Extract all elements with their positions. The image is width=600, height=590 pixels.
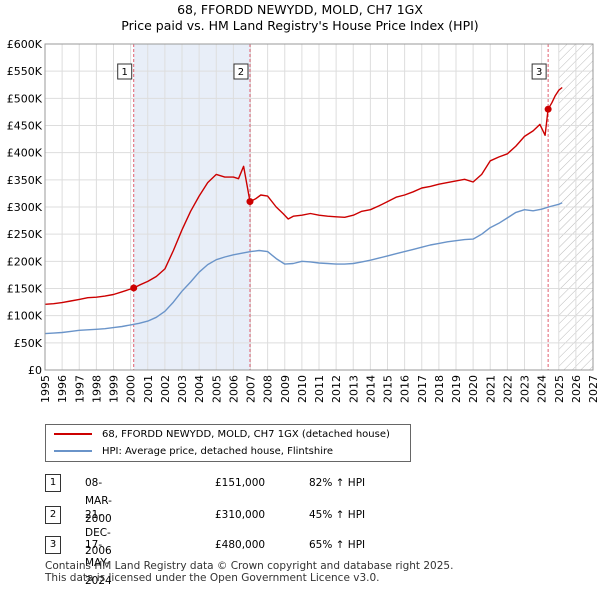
sale-label-box (233, 63, 249, 80)
x-tick-label: 2000 (125, 375, 138, 403)
x-tick-label: 1999 (108, 375, 121, 403)
x-tick-label: 2025 (553, 375, 566, 403)
legend: 68, FFORDD NEWYDD, MOLD, CH7 1GX (detach… (45, 424, 411, 462)
sale-date: 17-MAY-2024 (85, 539, 112, 587)
x-tick-label: 2007 (245, 375, 258, 403)
sale-label-text: 3 (536, 67, 542, 78)
legend-item-property: 68, FFORDD NEWYDD, MOLD, CH7 1GX (detach… (54, 427, 390, 443)
sale-number-badge: 3 (45, 536, 61, 554)
price-chart: 1 2 3 £0 £50K £100K £150K £200K £250K £300K £350K… (7, 38, 600, 403)
sale-point (130, 284, 138, 292)
sale-price: £310,000 (215, 509, 266, 521)
x-tick-label: 2002 (159, 375, 172, 403)
legend-item-hpi: HPI: Average price, detached house, Flin… (54, 444, 333, 460)
x-tick-label: 2026 (570, 375, 583, 403)
x-tick-label: 2012 (330, 375, 343, 403)
sale-point (246, 198, 254, 206)
x-tick-label: 2023 (519, 375, 532, 403)
sale-date: 21-DEC-2006 (85, 509, 112, 557)
x-tick-label: 2001 (142, 375, 155, 403)
x-tick-label: 2024 (536, 375, 549, 403)
hpi-line-swatch (54, 450, 92, 452)
x-tick-label: 1996 (56, 375, 69, 403)
x-tick-label: 2009 (279, 375, 292, 403)
chart-subtitle: Price paid vs. HM Land Registry's House … (121, 18, 479, 33)
x-tick-label: 2003 (176, 375, 189, 403)
x-tick-label: 2027 (587, 375, 600, 403)
x-tick-label: 2015 (382, 375, 395, 403)
legend-property-label: 68, FFORDD NEWYDD, MOLD, CH7 1GX (detach… (102, 429, 390, 440)
y-tick-label: £550K (7, 65, 43, 78)
y-tick-label: £300K (7, 201, 43, 214)
y-tick-label: £150K (7, 283, 43, 296)
footer-licence: This data is licensed under the Open Gov… (45, 572, 380, 584)
x-tick-label: 2011 (313, 375, 326, 403)
property-line-swatch (54, 433, 92, 435)
sale-number-badge: 2 (45, 506, 61, 524)
x-tick-label: 2019 (450, 375, 463, 403)
x-tick-label: 2013 (347, 375, 360, 403)
x-tick-label: 2004 (193, 375, 206, 403)
y-tick-label: £400K (7, 147, 43, 160)
y-tick-label: £450K (7, 120, 43, 133)
legend-hpi-label: HPI: Average price, detached house, Flin… (102, 446, 334, 457)
x-tick-label: 2021 (484, 375, 497, 403)
sale-hpi-change: 45% ↑ HPI (309, 509, 366, 521)
sale-hpi-change: 65% ↑ HPI (309, 539, 366, 551)
x-tick-label: 1998 (90, 375, 103, 403)
x-tick-label: 2016 (399, 375, 412, 403)
y-tick-label: £200K (7, 255, 43, 268)
x-tick-label: 2008 (262, 375, 275, 403)
sale-label-text: 2 (238, 67, 244, 78)
hpi-line (44, 202, 563, 335)
sale-label-box (531, 63, 547, 80)
sale-date: 08-MAR-2000 (85, 477, 112, 525)
sale-hpi-change: 82% ↑ HPI (309, 477, 366, 489)
x-tick-label: 2006 (227, 375, 240, 403)
y-tick-label: £50K (14, 337, 43, 350)
chart-title: 68, FFORDD NEWYDD, MOLD, CH7 1GX (177, 2, 423, 17)
footer-copyright: Contains HM Land Registry data © Crown c… (45, 560, 454, 572)
x-tick-label: 2017 (416, 375, 429, 403)
x-tick-label: 2020 (467, 375, 480, 403)
x-tick-label: 2010 (296, 375, 309, 403)
y-tick-label: £350K (7, 174, 43, 187)
sale-label-text: 1 (122, 67, 128, 78)
y-tick-label: £250K (7, 228, 43, 241)
y-tick-label: £0 (28, 364, 42, 377)
y-tick-label: £500K (7, 92, 43, 105)
sale-label-box (117, 63, 133, 80)
sale-price: £480,000 (215, 539, 266, 551)
x-tick-label: 2014 (364, 375, 377, 403)
sale-point (544, 105, 552, 113)
y-tick-label: £600K (7, 38, 43, 51)
x-tick-label: 2018 (433, 375, 446, 403)
x-tick-label: 1997 (73, 375, 86, 403)
sale-number-badge: 1 (45, 474, 61, 492)
property-price-line (44, 86, 563, 305)
plot-border (44, 43, 594, 371)
x-tick-label: 1995 (39, 375, 52, 403)
x-tick-label: 2005 (210, 375, 223, 403)
sale-price: £151,000 (215, 477, 266, 489)
y-tick-label: £100K (7, 310, 43, 323)
x-tick-label: 2022 (501, 375, 514, 403)
